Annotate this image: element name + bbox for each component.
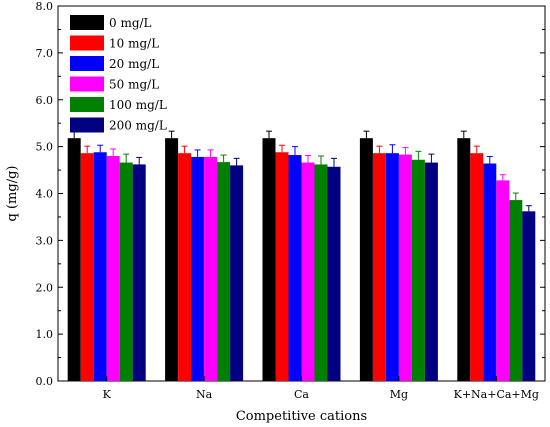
x-tick-label: Ca: [294, 388, 309, 401]
bar: [301, 162, 315, 381]
x-tick-label: K: [103, 388, 112, 401]
bar: [327, 166, 341, 381]
bar: [93, 152, 107, 381]
x-axis-title: Competitive cations: [236, 409, 367, 424]
bar: [230, 165, 244, 381]
legend-swatch: [70, 97, 104, 112]
legend-label: 200 mg/L: [109, 119, 167, 133]
legend-swatch: [70, 35, 104, 51]
legend-label: 10 mg/L: [109, 37, 159, 51]
bar: [496, 180, 510, 381]
bar: [372, 153, 386, 381]
bar: [288, 155, 302, 381]
legend-swatch: [70, 15, 104, 30]
bar: [119, 162, 133, 381]
y-tick-label: 4.0: [36, 188, 54, 201]
bar: [191, 156, 205, 381]
bar: [204, 156, 218, 381]
bar: [483, 163, 497, 381]
bar: [314, 164, 328, 381]
bar: [522, 211, 536, 381]
plot-area: [57, 5, 546, 382]
y-axis-title: q (mg/g): [5, 166, 20, 222]
legend-label: 50 mg/L: [109, 78, 159, 92]
y-tick-label: 8.0: [36, 0, 54, 13]
bar: [470, 153, 484, 381]
bar: [132, 164, 146, 381]
bar: [80, 153, 94, 381]
legend-label: 0 mg/L: [109, 16, 152, 30]
y-axis: 0.0 1.0 2.0 3.0 4.0 5.0 6.0 7.0 8.0: [36, 0, 545, 388]
bar: [275, 152, 289, 381]
y-tick-label: 2.0: [36, 281, 54, 294]
bar: [385, 153, 399, 381]
bar: [398, 154, 412, 381]
bar: [424, 162, 438, 381]
bar: [411, 159, 425, 381]
y-tick-label: 6.0: [36, 94, 54, 107]
bar: [359, 138, 373, 381]
legend-swatch: [70, 56, 104, 71]
bar: [509, 200, 523, 381]
x-tick-label: Na: [196, 388, 213, 401]
legend-label: 20 mg/L: [109, 57, 159, 71]
bar: [262, 138, 276, 381]
x-tick-label: K+Na+Ca+Mg: [454, 388, 539, 401]
legend-swatch: [70, 117, 104, 133]
y-tick-label: 5.0: [36, 141, 54, 154]
x-axis: K Na Ca Mg K+Na+Ca+Mg: [103, 376, 539, 401]
y-tick-label: 7.0: [36, 47, 54, 60]
legend: 0 mg/L 10 mg/L 20 mg/L 50 mg/L 100 mg/L 200 m…: [70, 15, 167, 133]
bar: [67, 138, 81, 381]
legend-swatch: [70, 76, 104, 92]
bar: [217, 162, 231, 381]
bar: [178, 153, 192, 381]
legend-label: 100 mg/L: [109, 98, 167, 112]
x-tick-label: Mg: [390, 388, 408, 401]
y-tick-label: 1.0: [36, 328, 54, 341]
y-tick-label: 3.0: [36, 234, 54, 247]
bar: [457, 138, 471, 381]
bar: [165, 138, 179, 381]
bar: [106, 156, 120, 381]
y-tick-label: 0.0: [36, 375, 54, 388]
